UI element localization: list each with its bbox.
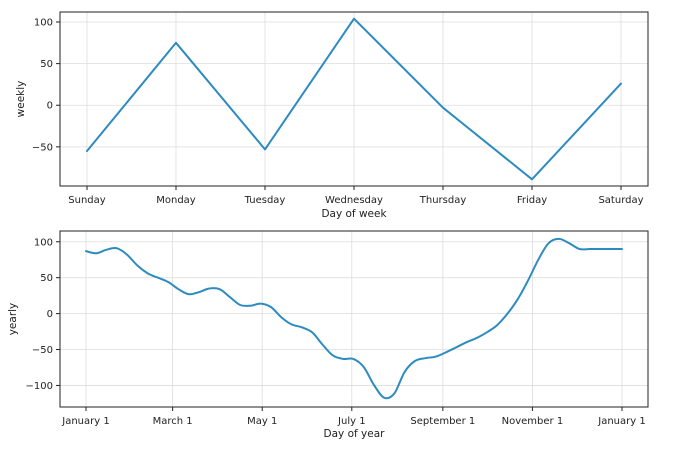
weekly-x-tick-label: Friday: [517, 195, 547, 206]
yearly-grid: [60, 231, 648, 407]
yearly-x-tick-label: May 1: [247, 416, 277, 427]
yearly-y-tick-label: 100: [34, 237, 53, 248]
weekly-x-tick-label: Monday: [156, 195, 196, 206]
weekly-series-line: [86, 17, 622, 181]
weekly-y-axis-label: weekly: [15, 81, 27, 118]
weekly-y-tick-label: −50: [32, 142, 53, 153]
weekly-x-axis-label: Day of week: [321, 208, 387, 220]
yearly-y-tick-label: 0: [47, 309, 53, 320]
weekly-panel: Sunday Monday Tuesday Wednesday Thursday Frid…: [15, 11, 649, 220]
yearly-series-line: [85, 237, 623, 400]
weekly-x-tick-label: Tuesday: [244, 195, 286, 206]
weekly-x-tick-label: Sunday: [68, 195, 105, 206]
weekly-y-tick-label: 50: [40, 59, 53, 70]
yearly-ticks: January 1 March 1 May 1 July 1 September 1 No…: [26, 237, 646, 427]
weekly-x-tick-label: Wednesday: [325, 195, 383, 206]
yearly-y-axis-label: yearly: [7, 303, 19, 336]
yearly-x-tick-label: September 1: [410, 416, 475, 427]
weekly-grid: [60, 12, 648, 186]
weekly-ticks: Sunday Monday Tuesday Wednesday Thursday Frid…: [32, 17, 644, 206]
weekly-x-tick-label: Saturday: [598, 195, 643, 206]
yearly-panel: January 1 March 1 May 1 July 1 September 1 No…: [7, 230, 649, 440]
yearly-x-tick-label: January 1: [61, 416, 109, 427]
yearly-y-tick-label: −50: [32, 345, 53, 356]
yearly-x-tick-label: January 1: [597, 416, 645, 427]
yearly-x-tick-label: July 1: [337, 416, 366, 427]
yearly-plot-frame: [59, 230, 649, 408]
yearly-y-tick-label: −100: [26, 381, 53, 392]
yearly-x-tick-label: March 1: [153, 416, 193, 427]
yearly-y-tick-label: 50: [40, 273, 53, 284]
weekly-y-tick-label: 100: [34, 17, 53, 28]
yearly-x-tick-label: November 1: [502, 416, 564, 427]
weekly-y-tick-label: 0: [47, 101, 53, 112]
weekly-x-tick-label: Thursday: [419, 195, 467, 206]
yearly-x-axis-label: Day of year: [324, 428, 386, 440]
